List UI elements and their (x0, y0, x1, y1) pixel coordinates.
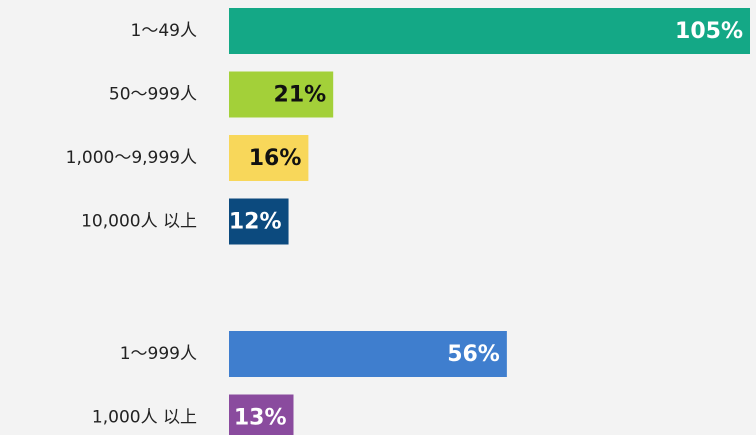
bar (229, 71, 334, 118)
bar (229, 198, 289, 245)
bar (229, 135, 309, 181)
bar (229, 394, 294, 435)
category-label: 1～49人 (131, 21, 197, 41)
category-label: 50～999人 (109, 85, 197, 105)
value-label: 21% (274, 83, 327, 108)
category-label: 1,000～9,999人 (66, 148, 197, 168)
value-label: 56% (447, 342, 500, 367)
bar (229, 8, 750, 54)
category-label: 10,000人 以上 (81, 212, 197, 232)
category-label: 1～999人 (120, 344, 197, 364)
bar (229, 331, 507, 377)
value-label: 12% (229, 210, 282, 235)
value-label: 13% (234, 406, 287, 431)
category-label: 1,000人 以上 (92, 408, 197, 428)
value-label: 16% (249, 146, 302, 171)
value-label: 105% (675, 19, 743, 44)
